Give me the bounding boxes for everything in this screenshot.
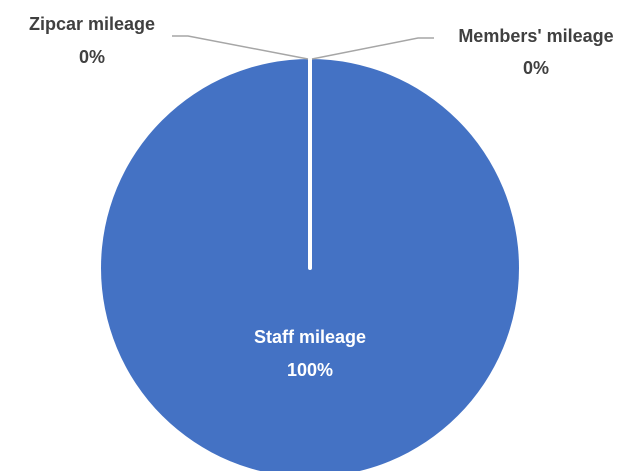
data-label-staff-name: Staff mileage	[254, 327, 366, 347]
leader-line-members	[311, 37, 434, 60]
leader-line-zipcar	[172, 35, 309, 60]
data-labels-layer: Zipcar mileage 0% Members' mileage 0% St…	[29, 14, 614, 380]
slices-layer	[101, 57, 519, 476]
data-label-staff-value: 100%	[287, 360, 333, 380]
data-label-zipcar-value: 0%	[79, 47, 105, 67]
leader-lines-layer	[172, 35, 434, 60]
data-label-members-name: Members' mileage	[458, 26, 613, 46]
data-label-zipcar-name: Zipcar mileage	[29, 14, 155, 34]
data-label-members-value: 0%	[523, 58, 549, 78]
